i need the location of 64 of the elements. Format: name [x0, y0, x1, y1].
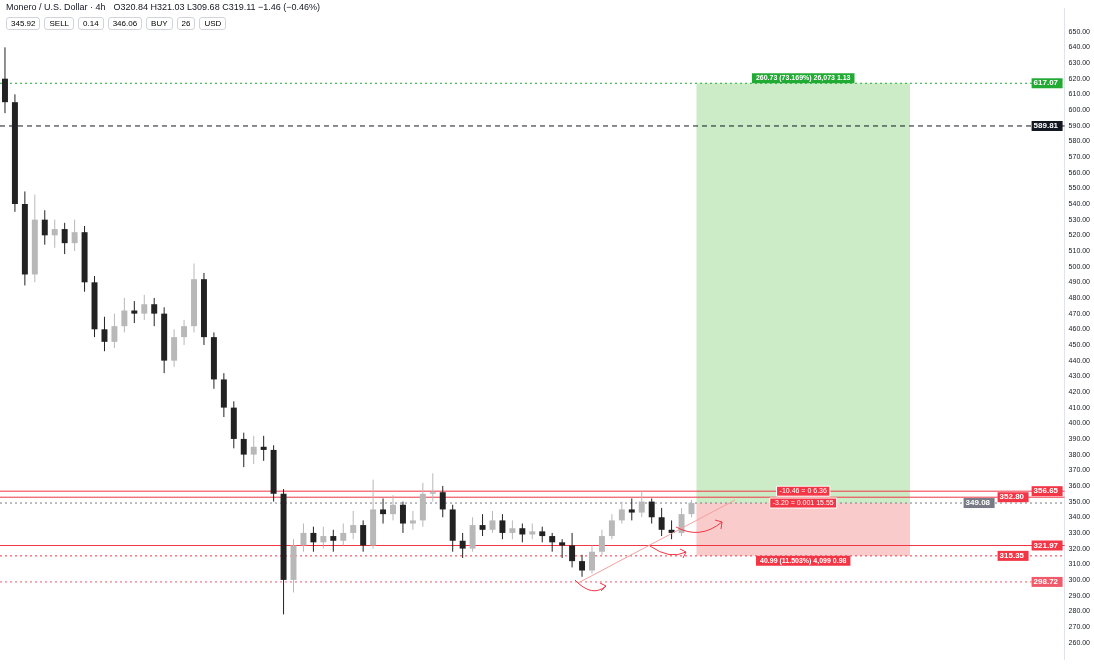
candlestick [121, 297, 128, 333]
ref-line-label: 321.97 [1033, 540, 1059, 550]
ref-line-label: 356.65 [1033, 486, 1059, 496]
annotation: USD [199, 17, 227, 30]
ref-line-label: 349.08 [965, 498, 991, 508]
candlestick [598, 529, 605, 556]
candlestick [1, 46, 8, 114]
candlestick [41, 209, 48, 246]
candlestick [111, 313, 118, 349]
candlestick [340, 523, 347, 546]
annotation: 346.06 [107, 17, 143, 30]
chart-title: Monero / U.S. Dollar · 4h [6, 2, 106, 12]
candlestick [151, 297, 158, 327]
candlestick [330, 529, 337, 553]
ref-line-label: 589.81 [1033, 121, 1059, 131]
candlestick [648, 497, 655, 525]
candlestick [409, 510, 416, 531]
candlestick [589, 544, 595, 575]
ref-line-label: 617.07 [1033, 78, 1059, 88]
candlestick [519, 523, 526, 543]
candlestick [459, 532, 466, 559]
candlestick [320, 526, 327, 550]
candlestick [628, 497, 635, 521]
candlestick [429, 472, 436, 503]
candlestick [300, 523, 307, 553]
candlestick [439, 485, 446, 518]
candlestick [181, 319, 188, 346]
candlestick [131, 300, 138, 324]
candlestick [638, 490, 645, 518]
chart-subtitle: O320.84 H321.03 L309.68 C319.11 −1.46 (−0.46%) [113, 2, 321, 12]
candlestick [618, 501, 625, 525]
candlestick [61, 222, 68, 255]
candlestick [549, 532, 556, 553]
candlestick [509, 519, 516, 540]
candlestick [360, 519, 367, 553]
candlestick [71, 219, 78, 252]
ref-line-label: 315.35 [999, 551, 1025, 561]
candlestick [260, 435, 267, 462]
annotation: 0.14 [78, 17, 104, 30]
candlestick [350, 510, 357, 540]
candlestick [240, 432, 247, 468]
candlestick [469, 516, 476, 553]
annotation: BUY [146, 17, 173, 30]
candlestick [608, 513, 615, 540]
annotation: SELL [44, 17, 75, 30]
candlestick [579, 554, 586, 578]
ref-line-label: 298.72 [1033, 577, 1059, 587]
candlestick [569, 532, 576, 568]
candlestick [141, 294, 148, 321]
candlestick [658, 507, 665, 537]
candlestick [499, 513, 506, 540]
candlestick [559, 538, 566, 559]
candlestick [171, 328, 178, 368]
candlestick [101, 316, 108, 352]
candlestick [310, 526, 317, 553]
candlestick [390, 494, 396, 521]
candlestick [399, 501, 406, 534]
candlestick [51, 219, 58, 249]
ref-line-label: 352.80 [999, 492, 1025, 502]
candlestick [380, 497, 387, 525]
candlestick [250, 435, 257, 465]
candlestick [479, 513, 486, 537]
annotation: 26 [176, 17, 196, 30]
annotation: 345.92 [6, 17, 41, 30]
